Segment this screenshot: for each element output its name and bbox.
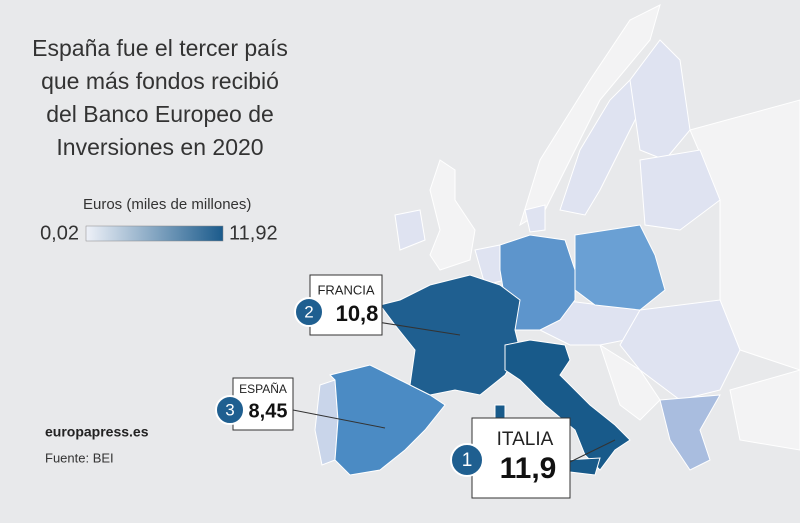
callout-italy: ITALIA 11,9 1 [450, 417, 616, 499]
legend-gradient [85, 225, 224, 242]
rank-badge [294, 297, 324, 327]
eastern-europe [619, 299, 741, 401]
france [379, 274, 521, 396]
rank-badge [215, 395, 245, 425]
title: España fue el tercer país que más fondos… [32, 35, 288, 160]
countries [314, 4, 800, 476]
value-label: 10,8 [336, 301, 379, 326]
greece [659, 394, 721, 471]
rank-number: 2 [304, 302, 313, 321]
title-line: Inversiones en 2020 [56, 134, 263, 160]
rank-number: 1 [462, 450, 473, 471]
title-line: del Banco Europeo de [46, 101, 274, 127]
value-label: 11,9 [500, 452, 557, 485]
callout-france: FRANCIA 10,8 2 [294, 274, 461, 336]
legend-label: Euros (miles de millones) [83, 196, 251, 213]
balkans [599, 343, 661, 421]
ireland [394, 209, 426, 251]
spain [329, 364, 446, 476]
rank-badge [450, 443, 484, 477]
leader-line [569, 439, 616, 463]
uk [429, 159, 476, 271]
brand: europapress.es [45, 424, 149, 440]
denmark [524, 204, 546, 233]
legend-max: 11,92 [229, 222, 278, 244]
rank-number: 3 [225, 400, 234, 419]
title-line: que más fondos recibió [41, 68, 279, 94]
finland [629, 39, 691, 161]
legend-min: 0,02 [40, 222, 79, 244]
country-label: ESPAÑA [239, 382, 287, 396]
norway [519, 4, 661, 227]
country-label: FRANCIA [317, 282, 374, 297]
poland [574, 224, 666, 311]
callout-box [471, 417, 571, 499]
callout-spain: ESPAÑA 8,45 3 [215, 377, 386, 431]
baltics [639, 149, 721, 231]
title-line: España fue el tercer país [32, 35, 288, 61]
value-label: 8,45 [249, 400, 288, 422]
country-label: ITALIA [497, 429, 554, 450]
non-eu-turkey [729, 369, 800, 451]
source: Fuente: BEI [45, 450, 114, 465]
leader-line [292, 409, 386, 429]
italy [504, 339, 631, 471]
